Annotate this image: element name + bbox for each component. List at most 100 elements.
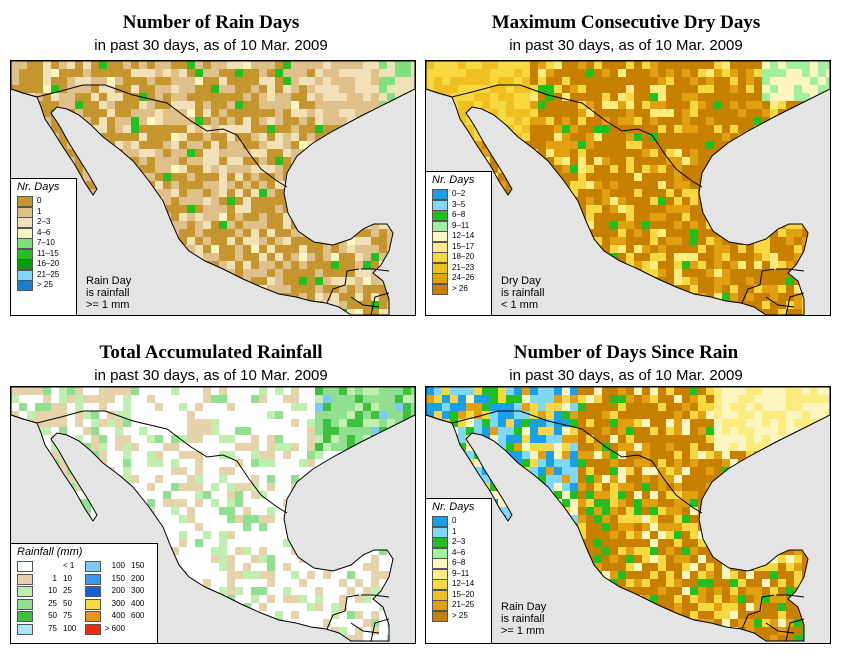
legend-label: 400 bbox=[131, 598, 145, 608]
country-border bbox=[426, 410, 703, 514]
country-border bbox=[741, 594, 805, 630]
legend-swatch bbox=[432, 526, 448, 538]
legend-swatch bbox=[17, 206, 33, 218]
legend-entry: 6–8 bbox=[426, 558, 491, 569]
legend-swatch bbox=[432, 210, 448, 221]
legend-swatch bbox=[432, 252, 448, 263]
legend-swatch bbox=[432, 600, 448, 611]
legend-label: 1 bbox=[52, 573, 57, 583]
country-border bbox=[326, 594, 390, 630]
coastline bbox=[11, 61, 415, 315]
legend-swatch bbox=[17, 280, 33, 291]
rain-day-note: Rain Day is rainfall >= 1 mm bbox=[501, 601, 547, 637]
legend-label: 100 bbox=[63, 623, 77, 633]
legend-entry: 24–26 bbox=[426, 273, 491, 284]
legend-swatch bbox=[432, 589, 448, 601]
legend-label: 3–5 bbox=[452, 199, 466, 209]
legend-entry: 11–15 bbox=[11, 248, 76, 260]
map-days-since-rain: Nr. Days 0 1 2–3 4–6 6–8 9–11 12–14 15–20 21–25 >… bbox=[425, 386, 831, 644]
legend-label: 6–8 bbox=[452, 210, 466, 219]
legend-label: 4–6 bbox=[452, 547, 466, 557]
legend-label: > 25 bbox=[452, 610, 468, 620]
legend-swatch bbox=[17, 196, 33, 207]
legend-label: 150 bbox=[131, 561, 145, 570]
map-dry-days: Nr. Days 0–2 3–5 6–8 9–11 12–14 15–17 18–20 21–… bbox=[425, 60, 831, 316]
legend-swatch bbox=[432, 262, 448, 274]
legend-label: 16–20 bbox=[37, 259, 60, 268]
legend-label: 75 bbox=[63, 611, 72, 620]
legend-entry: 21–25 bbox=[426, 600, 491, 611]
country-border bbox=[11, 410, 288, 514]
legend-entry: 7–10 bbox=[11, 238, 76, 249]
legend-label: 200 bbox=[131, 573, 145, 583]
legend-label: 11–15 bbox=[37, 248, 59, 258]
legend-title: Nr. Days bbox=[17, 181, 60, 193]
legend: Nr. Days 0–2 3–5 6–8 9–11 12–14 15–17 18–20 21–… bbox=[426, 171, 492, 315]
country-border bbox=[426, 84, 703, 188]
legend-label: 150 bbox=[111, 573, 125, 583]
legend-label: 10 bbox=[63, 573, 72, 583]
legend-swatch bbox=[17, 561, 33, 572]
legend-entry: 1 bbox=[426, 526, 491, 538]
panel-title: Maximum Consecutive Dry Days bbox=[491, 12, 761, 33]
legend-label: 600 bbox=[131, 611, 145, 620]
legend-title: Rainfall (mm) bbox=[17, 546, 83, 558]
legend-swatch bbox=[17, 227, 33, 239]
legend-swatch bbox=[432, 568, 448, 580]
legend-entry: 4–6 bbox=[11, 227, 76, 239]
legend-label: 0 bbox=[37, 196, 42, 205]
legend-label: 10 bbox=[48, 586, 57, 595]
legend-swatch bbox=[17, 259, 33, 270]
country-border bbox=[350, 292, 390, 315]
legend-entry: 21–23 bbox=[426, 262, 491, 274]
legend-label: 1 bbox=[37, 206, 42, 216]
legend-label: 21–25 bbox=[37, 269, 60, 279]
legend-swatch bbox=[17, 238, 33, 249]
legend-label: 21–25 bbox=[452, 600, 475, 609]
legend-label: 200 bbox=[111, 586, 125, 595]
country-border bbox=[741, 268, 805, 304]
legend-entry: 15–17 bbox=[426, 241, 491, 253]
legend-swatch bbox=[85, 573, 101, 585]
legend-entry: 2–3 bbox=[426, 537, 491, 548]
legend-swatch bbox=[432, 516, 448, 527]
legend-swatch bbox=[85, 611, 101, 622]
legend-label: 0–2 bbox=[452, 189, 466, 198]
legend-swatch bbox=[17, 598, 33, 610]
legend-label: < 1 bbox=[63, 561, 75, 570]
legend-swatch bbox=[17, 623, 33, 635]
panel-title: Number of Days Since Rain bbox=[513, 342, 739, 363]
legend-swatch bbox=[432, 273, 448, 284]
legend-swatch bbox=[17, 611, 33, 622]
legend-swatch bbox=[432, 558, 448, 569]
legend-label: 12–14 bbox=[452, 231, 475, 240]
legend-label: 21–23 bbox=[452, 262, 475, 272]
legend-label: 2–3 bbox=[452, 537, 466, 546]
panel-subtitle: in past 30 days, as of 10 Mar. 2009 bbox=[94, 37, 328, 54]
legend-label: 12–14 bbox=[452, 579, 475, 588]
legend-label: 9–11 bbox=[452, 220, 470, 230]
legend-label: 15–17 bbox=[452, 241, 475, 251]
legend-label: 9–11 bbox=[452, 568, 470, 578]
legend-entry: 18–20 bbox=[426, 252, 491, 263]
legend-entry: 15–20 bbox=[426, 589, 491, 601]
coastline bbox=[426, 61, 830, 315]
legend-swatch bbox=[85, 561, 101, 572]
legend-label: 300 bbox=[111, 598, 125, 608]
legend-entry: 4–6 bbox=[426, 547, 491, 559]
panel-title: Number of Rain Days bbox=[122, 12, 300, 33]
legend-entry: > 25 bbox=[11, 280, 76, 291]
map-canvas bbox=[426, 387, 830, 643]
map-total-rainfall: Rainfall (mm) < 1 1 10 10 25 25 50 50 75 75 100 100… bbox=[10, 386, 416, 644]
legend-swatch bbox=[432, 189, 448, 200]
legend-label: 50 bbox=[63, 598, 72, 608]
legend-swatch bbox=[432, 547, 448, 559]
legend-label: 0 bbox=[452, 516, 457, 525]
legend-entry: 12–14 bbox=[426, 579, 491, 590]
legend-entry: 1 bbox=[11, 206, 76, 218]
legend-swatch bbox=[432, 199, 448, 211]
map-canvas bbox=[426, 61, 830, 315]
legend-label: 15–20 bbox=[452, 589, 475, 599]
legend-label: 6–8 bbox=[452, 558, 466, 567]
legend: Nr. Days 0 1 2–3 4–6 7–10 11–15 16–20 21–25 > 25 bbox=[11, 178, 77, 315]
